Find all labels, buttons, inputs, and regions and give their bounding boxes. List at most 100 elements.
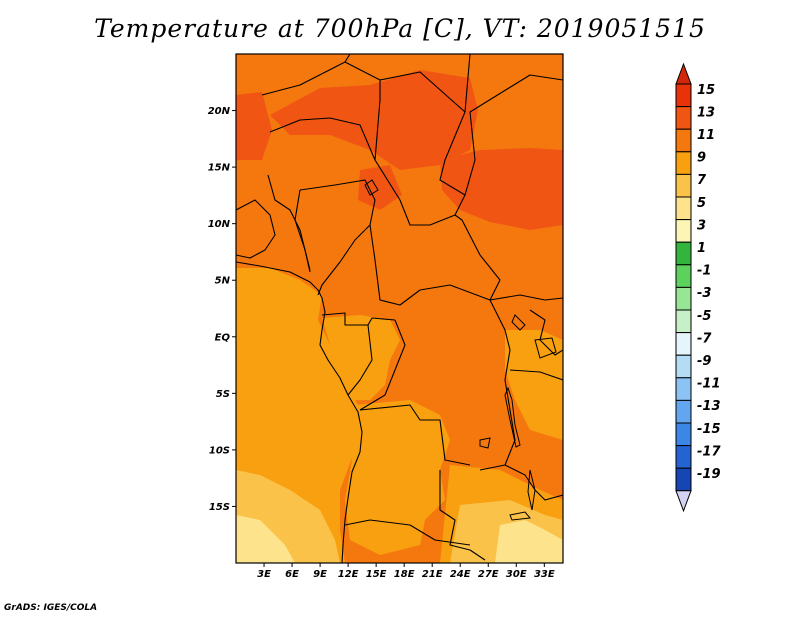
lake-chad: [364, 179, 379, 196]
colorbar-label: -13: [697, 399, 721, 414]
coastline-west-africa: [236, 261, 363, 563]
colorbar-swatch: [675, 106, 692, 130]
colorbar-swatch: [675, 422, 692, 447]
border-tanzania: [509, 369, 563, 381]
colorbar-label: -17: [697, 444, 721, 459]
lon-tick-label: 3E: [257, 569, 271, 580]
border-namibia: [344, 519, 471, 546]
colorbar-swatch: [675, 467, 692, 492]
longitude-axis: 3E 6E 9E 12E 15E 18E 21E 24E 27E 30E 33E: [257, 563, 555, 580]
lake-malawi: [527, 469, 536, 511]
lake-tanganyika: [504, 386, 521, 448]
colorbar-swatch: [675, 286, 692, 311]
colorbar-bottom-cap: [675, 490, 692, 513]
colorbar-swatch: [675, 309, 692, 334]
lake-mweru: [479, 437, 491, 449]
lat-tick-label: EQ: [215, 332, 231, 343]
border-south-sudan: [489, 294, 563, 301]
colorbar-label: 11: [697, 128, 715, 143]
colorbar-label: 7: [697, 173, 707, 188]
colorbar-label: 3: [697, 218, 706, 233]
lon-tick-label: 6E: [285, 569, 299, 580]
colorbar-label: 1: [697, 241, 706, 256]
lat-tick-label: 15S: [209, 502, 230, 513]
lat-tick-label: 5N: [215, 276, 231, 287]
temperature-field: [236, 54, 563, 563]
colorbar-label: -1: [697, 264, 711, 279]
colorbar-swatch: [675, 377, 692, 401]
latitude-axis: 20N 15N 10N 5N EQ 5S 10S 15S: [208, 106, 236, 513]
border-libya-chad: [464, 54, 471, 113]
colorbar-label: 15: [697, 83, 715, 98]
border-angola-zambia: [439, 470, 486, 561]
border-drc-east: [479, 299, 516, 471]
colorbar-swatch: [675, 332, 692, 356]
colorbar-label: 13: [697, 105, 715, 120]
lon-tick-label: 21E: [422, 569, 443, 580]
field-9-gabon: [322, 315, 400, 400]
colorbar-label: -9: [697, 354, 711, 369]
field-9-lakes: [505, 330, 563, 440]
border-benin: [294, 189, 311, 273]
border-mali-algeria: [261, 54, 351, 96]
lakes: [364, 179, 557, 521]
colorbar-swatch: [675, 128, 692, 153]
colorbar-swatch: [675, 264, 692, 288]
border-drc-west: [359, 319, 406, 411]
colorbar-swatch: [675, 354, 692, 379]
colorbar-swatch: [675, 219, 692, 243]
lat-tick-label: 15N: [208, 163, 231, 174]
field-9-angola: [345, 400, 450, 555]
colorbar-label: -15: [697, 422, 721, 437]
border-cameroon-gabon: [321, 312, 396, 326]
colorbar-label: -19: [697, 467, 721, 482]
lon-tick-label: 12E: [338, 569, 359, 580]
border-uganda-kenya: [529, 309, 563, 356]
grads-credit: GrADS: IGES/COLA: [4, 603, 98, 613]
lat-tick-label: 10N: [208, 219, 231, 230]
field-13-west: [236, 92, 272, 160]
lake-kariba: [509, 511, 531, 521]
border-west-sahel: [236, 199, 276, 259]
colorbar-swatch: [675, 445, 692, 469]
lon-tick-label: 15E: [366, 569, 387, 580]
field-5-mozambique: [495, 520, 563, 563]
lon-tick-label: 18E: [394, 569, 415, 580]
lat-tick-label: 20N: [208, 106, 231, 117]
colorbar-swatch: [675, 196, 692, 221]
border-sudan: [464, 74, 563, 196]
colorbar-swatch: [675, 399, 692, 424]
field-13-sudan: [440, 148, 563, 230]
border-angola-drc: [359, 404, 471, 466]
lon-tick-label: 30E: [506, 569, 527, 580]
lat-tick-label: 10S: [209, 445, 230, 456]
field-13-chad-lake: [358, 165, 402, 210]
colorbar-label: -11: [697, 377, 721, 392]
lat-tick-label: 5S: [216, 389, 230, 400]
colorbar-top-cap: [675, 62, 692, 85]
map-frame: [235, 53, 564, 564]
lon-tick-label: 33E: [534, 569, 555, 580]
colorbar-swatch: [675, 173, 692, 198]
colorbar-label: -5: [697, 309, 711, 324]
colorbar: 15 13 11 9 7 5 3 1 -1 -3 -5 -7 -9 -11 -13 -15 -17 -19: [675, 62, 721, 513]
lon-tick-label: 24E: [450, 569, 471, 580]
lake-victoria: [534, 337, 557, 359]
border-congo: [347, 324, 373, 396]
colorbar-label: 9: [697, 151, 706, 166]
border-niger: [269, 80, 381, 161]
field-13-sahara: [270, 70, 478, 170]
colorbar-label: -3: [697, 286, 711, 301]
colorbar-swatch: [675, 151, 692, 175]
colorbar-swatch: [675, 241, 692, 266]
lon-tick-label: 27E: [478, 569, 499, 580]
map-title: Temperature at 700hPa [C], VT: 201905151…: [94, 14, 706, 43]
lake-albert: [511, 314, 526, 331]
border-car: [369, 214, 501, 306]
border-niger-algeria: [344, 61, 466, 113]
colorbar-swatch: [675, 83, 692, 108]
field-5-namibia-coast: [236, 515, 295, 563]
colorbar-label: -7: [697, 331, 712, 346]
colorbar-label: 5: [697, 196, 706, 211]
